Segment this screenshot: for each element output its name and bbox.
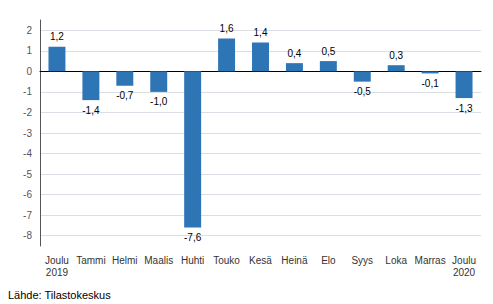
svg-text:-5: -5 [23,169,32,180]
svg-text:0,3: 0,3 [389,50,403,61]
svg-text:Loka: Loka [385,255,407,266]
svg-text:1: 1 [26,45,32,56]
svg-text:Tammi: Tammi [76,255,105,266]
svg-text:-7: -7 [23,210,32,221]
svg-text:Maalis: Maalis [144,255,173,266]
svg-text:1,4: 1,4 [254,27,268,38]
svg-text:Elo: Elo [321,255,336,266]
svg-text:-1,3: -1,3 [455,103,473,114]
svg-text:-1,0: -1,0 [150,96,168,107]
svg-text:2020: 2020 [453,267,476,278]
svg-text:-6: -6 [23,189,32,200]
svg-text:Huhti: Huhti [181,255,204,266]
svg-text:0: 0 [26,66,32,77]
svg-text:2: 2 [26,25,32,36]
svg-text:1,6: 1,6 [220,23,234,34]
svg-text:Touko: Touko [213,255,240,266]
svg-text:-4: -4 [23,148,32,159]
svg-text:Syys: Syys [351,255,373,266]
svg-text:-2: -2 [23,107,32,118]
svg-text:Joulu: Joulu [452,255,476,266]
svg-text:-7,6: -7,6 [184,232,202,243]
svg-text:-0,1: -0,1 [421,78,439,89]
svg-text:Heinä: Heinä [281,255,308,266]
svg-text:Marras: Marras [415,255,446,266]
svg-text:1,2: 1,2 [50,31,64,42]
svg-text:0,5: 0,5 [321,46,335,57]
svg-text:-0,7: -0,7 [116,90,134,101]
svg-text:Helmi: Helmi [112,255,138,266]
svg-text:Lähde: Tilastokeskus: Lähde: Tilastokeskus [8,289,111,301]
svg-text:0,4: 0,4 [287,48,301,59]
svg-text:-1: -1 [23,86,32,97]
svg-text:-8: -8 [23,230,32,241]
svg-text:-3: -3 [23,128,32,139]
svg-text:2019: 2019 [46,267,69,278]
svg-text:-1,4: -1,4 [82,105,100,116]
svg-text:Kesä: Kesä [249,255,272,266]
svg-text:Joulu: Joulu [45,255,69,266]
svg-text:-0,5: -0,5 [354,86,372,97]
